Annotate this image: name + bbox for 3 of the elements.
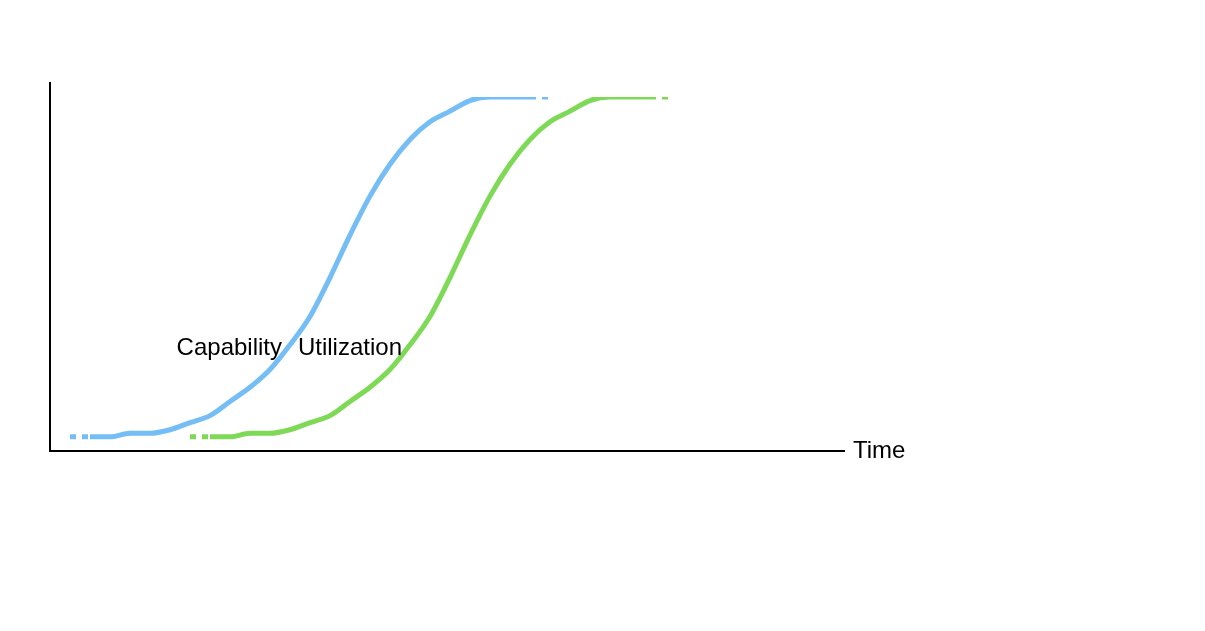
series-label: Capability — [176, 333, 282, 361]
x-axis-title: Time — [853, 435, 906, 463]
series-label: Utilization — [297, 333, 402, 361]
